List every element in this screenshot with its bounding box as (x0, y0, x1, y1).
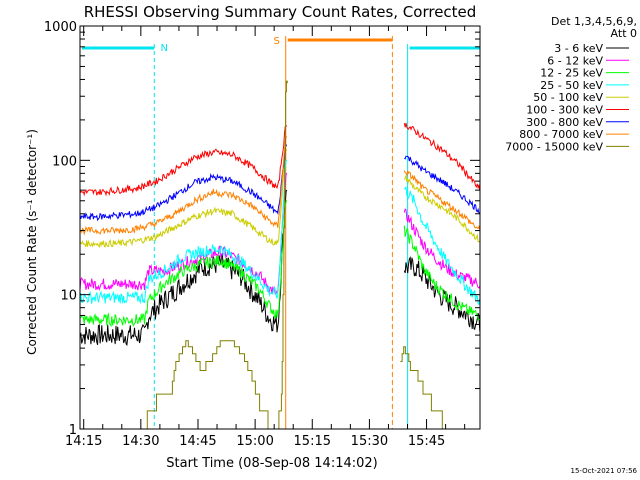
y-tick-label: 100 (52, 154, 77, 169)
series-line-4 (80, 159, 480, 306)
timestamp: 15-Oct-2021 07:56 (571, 467, 638, 475)
y-axis-label: Corrected Count Rate (s⁻¹ detector⁻¹) (25, 129, 39, 355)
x-tick-label: 14:30 (122, 434, 159, 449)
x-tick-label: 14:45 (179, 434, 216, 449)
legend-label: 50 - 100 keV (533, 91, 603, 104)
chart-title: RHESSI Observing Summary Count Rates, Co… (84, 3, 477, 21)
legend-title-line-1: Det 1,3,4,5,6,9, (551, 15, 637, 28)
legend-title-line-2: Att 0 (611, 27, 637, 40)
legend-label: 800 - 7000 keV (519, 128, 603, 141)
y-tick-label: 10 (60, 289, 77, 304)
x-tick-label: 14:15 (65, 434, 102, 449)
plot-area: N S 1 10 100 1000 14:15 14:30 14:45 15:00 15:15 15:… (44, 20, 481, 449)
legend-label: 300 - 800 keV (526, 116, 603, 129)
series-line-5 (80, 149, 480, 249)
x-tick-label: 15:30 (351, 434, 388, 449)
x-axis-label: Start Time (08-Sep-08 14:14:02) (166, 456, 377, 471)
legend-label: 7000 - 15000 keV (505, 140, 603, 153)
legend-label: 6 - 12 keV (547, 54, 603, 67)
series-line-9 (144, 80, 457, 429)
night-label: N (161, 43, 168, 54)
y-tick-label: 1000 (44, 20, 77, 35)
x-tick-label: 15:45 (408, 434, 445, 449)
series-line-8 (80, 136, 480, 236)
x-tick-label: 15:00 (236, 434, 273, 449)
plot-frame (79, 25, 481, 430)
legend-label: 12 - 25 keV (540, 67, 603, 80)
series-line-3 (80, 200, 480, 328)
series-line-2 (80, 172, 480, 295)
legend-label: 25 - 50 keV (540, 79, 603, 92)
saa-label: S (274, 36, 280, 47)
series-line-6 (80, 122, 480, 197)
legend-label: 100 - 300 keV (526, 104, 603, 117)
series-line-7 (80, 144, 480, 222)
legend-label: 3 - 6 keV (554, 42, 603, 55)
series-group (80, 80, 480, 429)
x-tick-label: 15:15 (294, 434, 331, 449)
y-tick-label: 1 (69, 423, 77, 438)
